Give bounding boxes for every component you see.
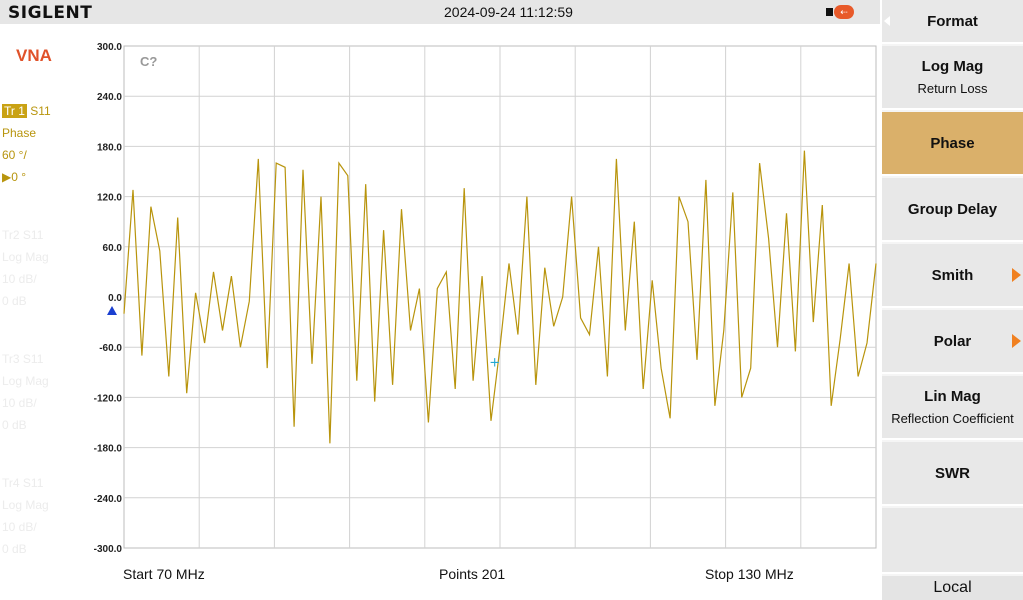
softkey-label: Log Mag <box>921 58 984 75</box>
submenu-arrow-icon <box>1012 268 1021 282</box>
y-tick-label: 300.0 <box>97 42 122 53</box>
softkey-lin-mag[interactable]: Lin Mag Reflection Coefficient <box>882 376 1023 440</box>
softkey-polar[interactable]: Polar <box>882 310 1023 374</box>
trace-tag: Tr2 <box>2 228 20 242</box>
trace-ref: ▶0 ° <box>2 170 27 184</box>
channel-label: C? <box>140 54 158 69</box>
trace-scale: 10 dB/ <box>2 272 37 286</box>
trace-ref: 0 dB <box>2 418 27 432</box>
y-tick-label: -120.0 <box>94 393 123 404</box>
points-count[interactable]: Points 201 <box>439 566 506 582</box>
usb-icon: ⇠ <box>826 5 854 19</box>
marker-icon: + <box>489 355 500 370</box>
trace-info-1[interactable]: Tr 1 S11 Phase 60 °/ ▶0 ° <box>2 100 51 188</box>
y-tick-label: 180.0 <box>97 142 122 153</box>
softkey-sublabel: Return Loss <box>917 81 988 96</box>
softkey-blank <box>882 508 1023 574</box>
trace-format: Phase <box>2 126 37 140</box>
brand-logo: SIGLENT <box>8 3 93 23</box>
trace-info-2[interactable]: Tr2 S11 Log Mag 10 dB/0 dB <box>2 224 49 312</box>
trace-format: Log Mag <box>2 374 49 388</box>
trace-format: Log Mag <box>2 498 49 512</box>
trace-parameter: S11 <box>30 104 51 118</box>
trace-parameter: S11 <box>22 352 44 366</box>
y-tick-label: -60.0 <box>99 343 122 354</box>
softkey-label: Lin Mag <box>924 388 981 405</box>
softkey-phase[interactable]: Phase <box>882 112 1023 176</box>
y-tick-label: -180.0 <box>94 444 123 455</box>
softkey-title-format: Format <box>882 0 1023 44</box>
trace-parameter: S11 <box>22 476 44 490</box>
collapse-icon <box>884 16 890 26</box>
trace-s11-phase <box>123 150 877 444</box>
y-tick-label: 0.0 <box>108 293 122 304</box>
y-tick-label: 60.0 <box>103 243 123 254</box>
trace-info-4[interactable]: Tr4 S11 Log Mag 10 dB/0 dB <box>2 472 49 560</box>
chart-svg: 300.0 240.0 180.0 120.0 60.0 0.0 -60.0 -120.0 -1… <box>94 42 877 555</box>
y-tick-label: -300.0 <box>94 544 123 555</box>
reference-level-icon <box>107 306 117 315</box>
local-button[interactable]: Local <box>882 576 1023 600</box>
trace-scale: 10 dB/ <box>2 520 37 534</box>
softkey-label: Phase <box>930 135 975 152</box>
trace-format: Log Mag <box>2 250 49 264</box>
trace-parameter: S11 <box>22 228 44 242</box>
trace-tag: Tr4 <box>2 476 20 490</box>
softkey-label: Group Delay <box>907 201 998 218</box>
status-bar: SIGLENT 2024-09-24 11:12:59 ⇠ <box>0 0 880 24</box>
softkey-sublabel: Reflection Coefficient <box>891 411 1014 426</box>
softkey-panel: Format Log Mag Return Loss Phase Group Dela… <box>882 0 1023 600</box>
softkey-label: SWR <box>935 465 970 482</box>
phase-chart[interactable]: 300.0 240.0 180.0 120.0 60.0 0.0 -60.0 -120.0 -1… <box>0 24 880 564</box>
y-tick-label: -240.0 <box>94 494 123 505</box>
trace-ref: 0 dB <box>2 542 27 556</box>
trace-ref: 0 dB <box>2 294 27 308</box>
softkey-swr[interactable]: SWR <box>882 442 1023 506</box>
softkey-smith[interactable]: Smith <box>882 244 1023 308</box>
softkey-label: Polar <box>933 333 972 350</box>
trace-tag: Tr 1 <box>2 104 27 118</box>
y-tick-label: 240.0 <box>97 92 122 103</box>
datetime-display: 2024-09-24 11:12:59 <box>444 4 573 20</box>
stop-frequency[interactable]: Stop 130 MHz <box>705 566 794 582</box>
softkey-log-mag[interactable]: Log Mag Return Loss <box>882 46 1023 110</box>
trace-tag: Tr3 <box>2 352 20 366</box>
start-frequency[interactable]: Start 70 MHz <box>123 566 205 582</box>
y-tick-label: 120.0 <box>97 193 122 204</box>
trace-scale: 10 dB/ <box>2 396 37 410</box>
mode-label: VNA <box>16 46 52 65</box>
trace-info-3[interactable]: Tr3 S11 Log Mag 10 dB/0 dB <box>2 348 49 436</box>
trace-scale: 60 °/ <box>2 148 27 162</box>
softkey-label: Smith <box>931 267 974 284</box>
softkey-group-delay[interactable]: Group Delay <box>882 178 1023 242</box>
submenu-arrow-icon <box>1012 334 1021 348</box>
